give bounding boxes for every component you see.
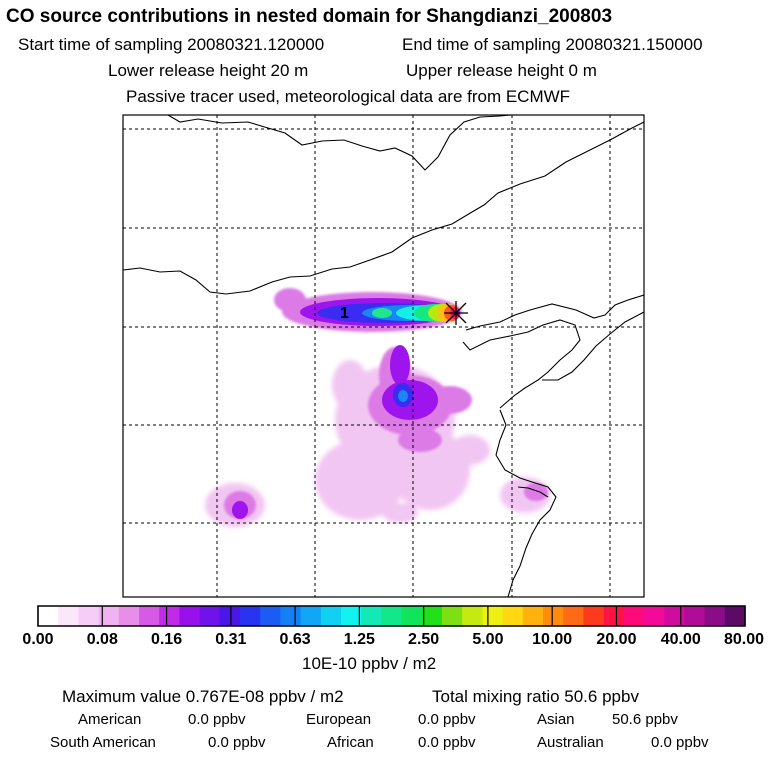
maximum-value: Maximum value 0.767E-08 ppbv / m2	[62, 687, 344, 706]
colorbar-swatch	[78, 606, 100, 626]
colorbar-swatch	[462, 606, 483, 626]
colorbar-swatch	[482, 606, 504, 626]
colorbar-swatch	[38, 606, 59, 626]
map-frame	[122, 114, 645, 598]
colorbar-swatch	[543, 606, 564, 626]
plume-pale	[205, 360, 550, 527]
contribution-south-american-label: South American	[50, 734, 156, 751]
colorbar-swatch	[442, 606, 463, 626]
contribution-african-label: African	[327, 734, 374, 751]
contribution-european-label: European	[306, 711, 372, 728]
colorbar-tick-label: 20.00	[596, 631, 637, 648]
contribution-american-value: 0.0 ppbv	[188, 711, 246, 728]
colorbar-units: 10E-10 ppbv / m2	[302, 654, 437, 673]
colorbar-swatch	[623, 606, 645, 626]
colorbar-swatch	[583, 606, 605, 626]
colorbar-swatch	[219, 606, 241, 626]
contribution-australian-label: Australian	[537, 734, 604, 751]
colorbar-swatch	[684, 606, 706, 626]
contribution-african-value: 0.0 ppbv	[418, 734, 476, 751]
colorbar-swatch	[300, 606, 322, 626]
model-note: Passive tracer used, meteorological data…	[126, 87, 571, 106]
colorbar-swatch	[58, 606, 79, 626]
plot-title: CO source contributions in nested domain…	[6, 6, 613, 27]
colorbar-swatch	[199, 606, 221, 626]
colorbar-swatch	[664, 606, 685, 626]
contribution-asian-value: 50.6 ppbv	[612, 711, 678, 728]
colorbar-tick-label: 0.16	[150, 631, 183, 648]
colorbar-tick-label: 0.08	[86, 631, 118, 648]
colorbar-tick-label: 1.25	[343, 631, 375, 648]
colorbar-tick-label: 2.50	[408, 631, 440, 648]
colorbar-swatch	[603, 606, 625, 626]
map-gridlines	[123, 115, 644, 597]
colorbar-tick-label: 0.00	[22, 631, 54, 648]
colorbar-swatch	[341, 606, 362, 626]
contribution-australian-value: 0.0 ppbv	[651, 734, 709, 751]
contribution-european-value: 0.0 ppbv	[418, 711, 476, 728]
colorbar-swatch	[159, 606, 180, 626]
colorbar-swatch	[522, 606, 544, 626]
colorbar-tick-label: 40.00	[660, 631, 701, 648]
colorbar-swatch	[401, 606, 423, 626]
upper-release-height: Upper release height 0 m	[406, 61, 597, 80]
contribution-south-american-value: 0.0 ppbv	[208, 734, 266, 751]
sampling-end-time: End time of sampling 20080321.150000	[402, 35, 703, 54]
colorbar-swatch	[98, 606, 120, 626]
colorbar-swatch	[381, 606, 403, 626]
sampling-start-time: Start time of sampling 20080321.120000	[18, 35, 325, 54]
colorbar-tick-label: 0.63	[279, 631, 311, 648]
contribution-american-label: American	[78, 711, 142, 728]
colorbar	[37, 606, 746, 626]
colorbar-swatch	[361, 606, 382, 626]
colorbar-swatch	[280, 606, 302, 626]
coastlines	[123, 115, 644, 597]
colorbar-swatch	[704, 606, 726, 626]
colorbar-swatch	[502, 606, 524, 626]
colorbar-tick-label: 0.31	[215, 631, 247, 648]
lower-release-height: Lower release height 20 m	[108, 61, 309, 80]
colorbar-swatch	[179, 606, 201, 626]
colorbar-swatch	[118, 606, 140, 626]
colorbar-swatch	[421, 606, 443, 626]
colorbar-swatch	[563, 606, 584, 626]
colorbar-swatch	[724, 606, 746, 626]
station-label: 1	[340, 305, 349, 322]
colorbar-tick-label: 5.00	[472, 631, 504, 648]
asterisk-marker-icon	[444, 301, 468, 325]
colorbar-tick-label: 10.00	[532, 631, 573, 648]
colorbar-tick-label: 80.00	[723, 631, 765, 648]
colorbar-swatch	[260, 606, 281, 626]
total-mixing-ratio: Total mixing ratio 50.6 ppbv	[432, 687, 639, 706]
colorbar-swatch	[644, 606, 665, 626]
colorbar-swatch	[240, 606, 261, 626]
colorbar-swatch	[320, 606, 342, 626]
colorbar-frame	[37, 605, 746, 627]
colorbar-swatch	[139, 606, 160, 626]
contribution-asian-label: Asian	[537, 711, 575, 728]
